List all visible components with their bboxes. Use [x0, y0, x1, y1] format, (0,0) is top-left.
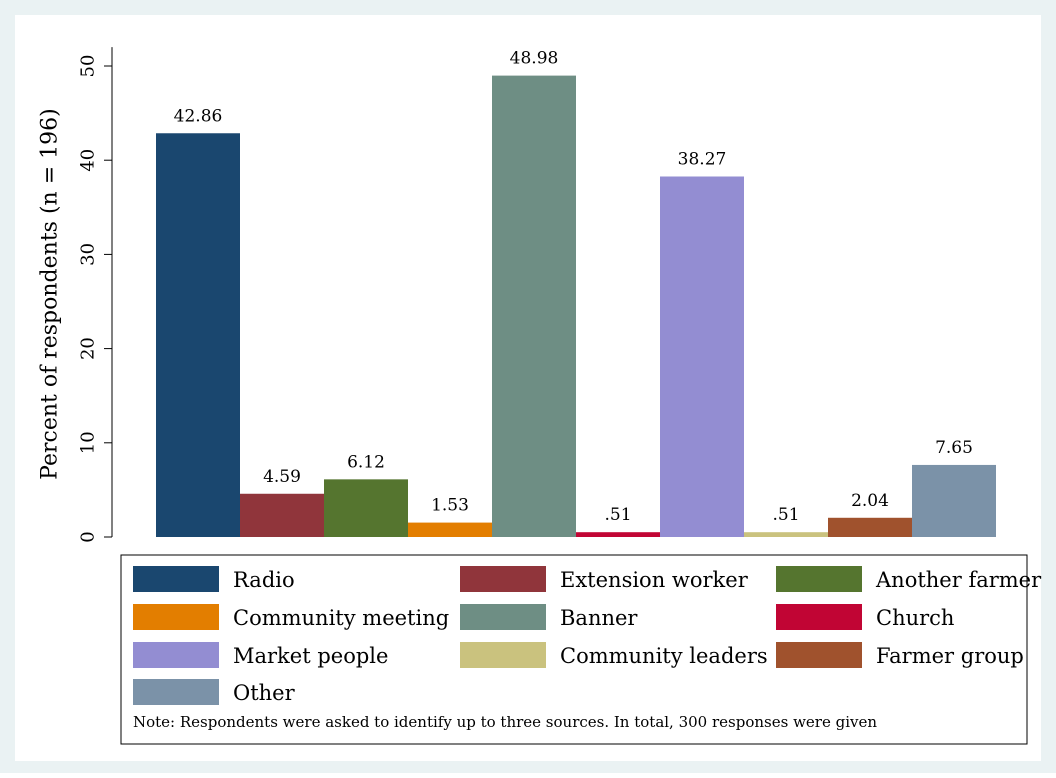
- legend-label-banner: Banner: [560, 606, 638, 630]
- bar-banner: [492, 75, 576, 537]
- y-axis-title: Percent of respondents (n = 196): [38, 108, 63, 480]
- bar-market-people: [660, 176, 744, 538]
- legend-label-community-leaders: Community leaders: [560, 644, 768, 668]
- legend-label-church: Church: [876, 606, 954, 630]
- bar-other: [912, 464, 996, 537]
- legend-label-another-farmer: Another farmer: [875, 568, 1042, 592]
- bar-label-banner: 48.98: [510, 49, 559, 69]
- y-tick-label-50: 50: [78, 55, 99, 78]
- y-axis: 0 10 20 30 40 50: [78, 47, 113, 543]
- legend-label-radio: Radio: [233, 568, 295, 592]
- legend-swatch-market-people: [133, 642, 219, 668]
- legend-label-extension-worker: Extension worker: [560, 568, 749, 592]
- legend-swatch-banner: [460, 604, 546, 630]
- legend-note: Note: Respondents were asked to identify…: [133, 713, 877, 731]
- y-tick-label-10: 10: [78, 431, 99, 454]
- y-tick-label-20: 20: [78, 337, 99, 360]
- bar-label-extension-worker: 4.59: [263, 467, 301, 487]
- legend-box: [120, 554, 1028, 745]
- bar-community-meeting: [408, 522, 492, 537]
- legend-label-farmer-group: Farmer group: [876, 644, 1024, 668]
- bar-farmer-group: [828, 517, 912, 537]
- bar-extension-worker: [240, 493, 324, 537]
- bar-value-labels: 42.86 4.59 6.12 1.53 48.98 .51 38.27 .51 2.04 7.6…: [174, 49, 973, 526]
- legend-swatch-community-leaders: [460, 642, 546, 668]
- bars: [156, 75, 996, 538]
- y-tick-label-30: 30: [78, 243, 99, 266]
- legend-swatch-other: [133, 679, 219, 705]
- bar-label-community-leaders: .51: [772, 505, 799, 525]
- bar-community-leaders: [744, 532, 828, 537]
- bar-label-community-meeting: 1.53: [431, 496, 469, 516]
- y-tick-label-0: 0: [78, 531, 99, 542]
- legend-items: Radio Extension worker Another farmer Commu…: [133, 566, 1042, 705]
- legend-swatch-another-farmer: [776, 566, 862, 592]
- legend-swatch-farmer-group: [776, 642, 862, 668]
- bar-label-farmer-group: 2.04: [851, 491, 889, 511]
- legend-label-market-people: Market people: [233, 644, 388, 668]
- bar-label-market-people: 38.27: [678, 149, 727, 169]
- bar-another-farmer: [324, 479, 408, 537]
- legend-label-other: Other: [233, 681, 296, 705]
- legend-swatch-extension-worker: [460, 566, 546, 592]
- bar-church: [576, 532, 660, 537]
- bar-label-other: 7.65: [935, 438, 973, 458]
- bar-label-church: .51: [604, 505, 631, 525]
- legend-swatch-church: [776, 604, 862, 630]
- bar-radio: [156, 133, 240, 538]
- legend-swatch-radio: [133, 566, 219, 592]
- bar-label-another-farmer: 6.12: [347, 452, 385, 472]
- legend-swatch-community-meeting: [133, 604, 219, 630]
- y-tick-label-40: 40: [78, 149, 99, 172]
- legend: Radio Extension worker Another farmer Commu…: [120, 554, 1042, 745]
- legend-label-community-meeting: Community meeting: [233, 606, 449, 630]
- bar-label-radio: 42.86: [174, 106, 223, 126]
